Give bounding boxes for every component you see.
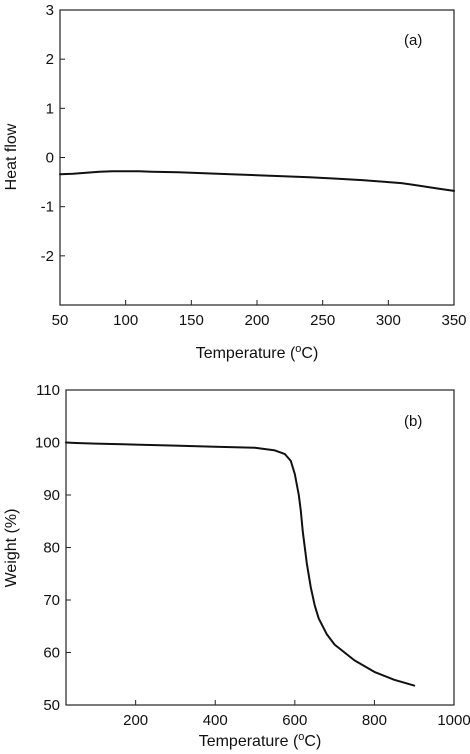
x-axis-title-a-sup: o: [295, 343, 301, 355]
x-tick-label-a-6: 350: [441, 312, 466, 329]
x-tick-label-a-1: 100: [113, 312, 138, 329]
y-tick-label-a-2: 0: [46, 150, 54, 167]
y-tick-label-b-1: 60: [43, 645, 60, 662]
y-tick-label-b-2: 70: [43, 592, 60, 609]
x-axis-title-b-text: Temperature (: [199, 733, 299, 750]
y-tick-label-a-4: 2: [46, 51, 54, 68]
chart-panel-a: 50 100 150 200 250 300 350 -2 -1 0 1 2 3 (a) Heat fl…: [3, 2, 467, 362]
y-tick-label-a-1: -1: [41, 199, 54, 216]
chart-panel-b: 200 400 600 800 1000 50 60 70 80 90 100 110 (b) Wei…: [3, 382, 470, 750]
panel-label-a: (a): [404, 32, 422, 49]
ticks-a: 50 100 150 200 250 300 350 -2 -1 0 1 2 3: [41, 2, 467, 329]
x-tick-label-a-2: 150: [179, 312, 204, 329]
x-tick-label-a-4: 250: [310, 312, 335, 329]
weight-loss-curve: [65, 441, 416, 687]
y-tick-label-b-0: 50: [43, 697, 60, 714]
x-axis-title-b-sup: o: [298, 731, 304, 743]
y-tick-label-a-5: 3: [46, 2, 54, 19]
plot-frame-b: [65, 389, 455, 706]
x-axis-title-a: Temperature (oC): [196, 343, 319, 362]
x-tick-label-a-5: 300: [376, 312, 401, 329]
x-tick-label-b-1: 400: [203, 712, 228, 729]
panel-label-b: (b): [404, 413, 422, 430]
x-axis-title-b: Temperature (oC): [199, 731, 322, 750]
x-tick-label-b-4: 1000: [437, 712, 470, 729]
y-tick-label-b-4: 90: [43, 487, 60, 504]
x-tick-label-b-2: 600: [282, 712, 307, 729]
ticks-b: 200 400 600 800 1000 50 60 70 80 90 100 110: [35, 382, 470, 729]
y-axis-title-b: Weight (%): [3, 509, 20, 588]
x-axis-title-a-end: C): [301, 345, 318, 362]
plot-frame-a: [59, 9, 455, 306]
y-axis-title-a: Heat flow: [3, 123, 20, 190]
x-tick-label-a-0: 50: [52, 312, 69, 329]
x-tick-label-b-3: 800: [362, 712, 387, 729]
x-axis-title-a-text: Temperature (: [196, 345, 296, 362]
y-tick-label-b-3: 80: [43, 540, 60, 557]
x-tick-label-b-0: 200: [123, 712, 148, 729]
y-tick-label-b-5: 100: [35, 435, 60, 452]
heat-flow-curve: [59, 170, 455, 192]
y-tick-label-a-3: 1: [46, 100, 54, 117]
x-axis-title-b-end: C): [304, 733, 321, 750]
x-tick-label-a-3: 200: [244, 312, 269, 329]
y-tick-label-b-6: 110: [36, 382, 60, 399]
y-tick-label-a-0: -2: [41, 248, 54, 265]
